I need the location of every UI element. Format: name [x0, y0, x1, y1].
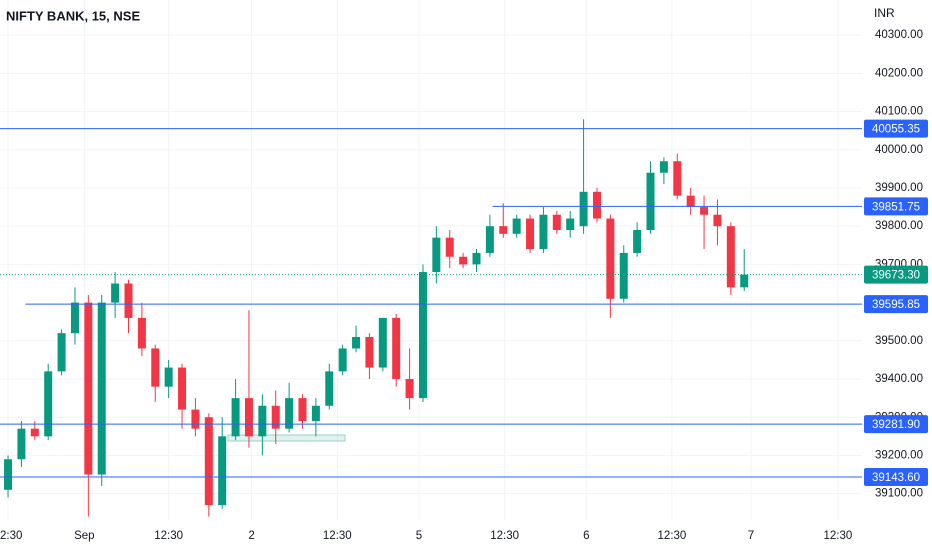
candle-body	[526, 218, 535, 250]
candle-body	[298, 398, 307, 422]
candle-body	[84, 302, 93, 475]
candle-body	[686, 195, 695, 208]
x-tick-label: 5	[416, 530, 422, 542]
candle-body	[566, 218, 575, 231]
grid	[0, 0, 862, 520]
candle-body	[579, 191, 588, 227]
price-label-box	[864, 467, 928, 486]
candle-body	[646, 172, 655, 231]
candle-body	[472, 252, 481, 265]
candle-body	[191, 409, 200, 429]
price-label: 39143.60	[872, 472, 920, 484]
x-tick-label: 12:30	[323, 530, 352, 542]
price-label-box	[864, 295, 928, 314]
candle-body	[4, 459, 13, 490]
x-tick-label: 12:30	[824, 530, 853, 542]
candle-body	[285, 398, 294, 429]
candle-body	[151, 348, 160, 387]
candle-body	[111, 283, 120, 303]
y-tick-label: 39800.00	[875, 220, 923, 232]
candle-body	[418, 272, 427, 399]
candle-body	[700, 207, 709, 215]
candle-body	[352, 336, 361, 349]
y-tick-label: 39900.00	[875, 182, 923, 194]
price-label: 40055.35	[872, 124, 920, 136]
candle-body	[137, 317, 146, 349]
price-label-box	[864, 119, 928, 138]
candle-body	[30, 428, 39, 437]
candle-body	[445, 237, 454, 257]
x-tick-label: 12:30	[0, 530, 22, 542]
candle-body	[726, 226, 735, 288]
price-label: 39281.90	[872, 419, 920, 431]
price-label-box	[864, 415, 928, 434]
candle-body	[178, 367, 187, 410]
candle-body	[271, 405, 280, 429]
candle-body	[633, 230, 642, 253]
candle-body	[325, 371, 334, 406]
x-tick-label: 6	[583, 530, 589, 542]
currency-label: INR	[874, 6, 895, 20]
candle-body	[619, 252, 628, 299]
candle-body	[17, 428, 26, 460]
candle-body	[365, 336, 374, 368]
candle-body	[539, 214, 548, 250]
candle-body	[70, 302, 79, 334]
candle-body	[378, 317, 387, 368]
x-tick-label: Sep	[74, 530, 94, 542]
candle-body	[673, 161, 682, 196]
candle-body	[44, 371, 53, 437]
candle-body	[124, 283, 133, 318]
candle-body	[740, 274, 749, 288]
y-tick-label: 39200.00	[875, 449, 923, 461]
candle-body	[164, 367, 173, 387]
price-label-box	[864, 265, 928, 284]
candle-body	[499, 226, 508, 234]
candle-body	[204, 417, 213, 506]
candle-body	[244, 398, 253, 437]
candle-body	[512, 218, 521, 234]
candle-body	[258, 405, 267, 437]
candle-body	[659, 161, 668, 173]
plot	[0, 119, 862, 517]
candle-body	[459, 256, 468, 265]
candle-body	[57, 333, 66, 372]
y-tick-label: 39100.00	[875, 488, 923, 500]
candle-body	[432, 237, 441, 273]
price-label: 39851.75	[872, 201, 920, 213]
candle-body	[606, 218, 615, 299]
price-label-box	[864, 197, 928, 216]
chart-title: NIFTY BANK, 15, NSE	[6, 8, 140, 23]
y-tick-label: 40000.00	[875, 144, 923, 156]
candle-body	[552, 214, 561, 231]
x-tick-label: 2	[248, 530, 254, 542]
y-tick-label: 39500.00	[875, 335, 923, 347]
candle-body	[231, 398, 240, 437]
x-tick-label: 12:30	[490, 530, 519, 542]
price-label: 39595.85	[872, 299, 920, 311]
y-tick-label: 40300.00	[875, 29, 923, 41]
candle-body	[592, 191, 601, 219]
price-label: 39673.30	[872, 270, 920, 282]
candle-body	[485, 226, 494, 253]
x-tick-label: 12:30	[658, 530, 687, 542]
candle-body	[218, 436, 227, 506]
candle-body	[713, 214, 722, 227]
y-tick-label: 39400.00	[875, 373, 923, 385]
candle-body	[338, 348, 347, 372]
y-tick-label: 40100.00	[875, 106, 923, 118]
candle-body	[311, 405, 320, 422]
y-tick-label: 40200.00	[875, 67, 923, 79]
candle-body	[392, 317, 401, 380]
candle-body	[97, 302, 106, 475]
drawing-rect	[227, 434, 346, 442]
x-tick-label: 12:30	[154, 530, 183, 542]
x-tick-label: 7	[748, 530, 754, 542]
candle-body	[405, 379, 414, 399]
axes: 39100.0039200.0039300.0039400.0039500.00…	[0, 29, 928, 542]
